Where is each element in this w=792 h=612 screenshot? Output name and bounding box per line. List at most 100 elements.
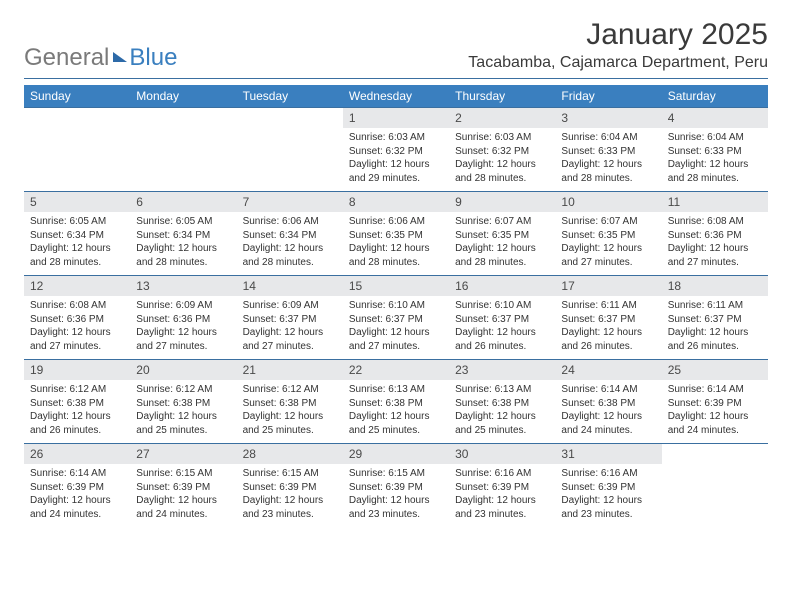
- day-number: 12: [24, 276, 130, 296]
- weekday-header: Sunday: [24, 85, 130, 108]
- weekday-header: Wednesday: [343, 85, 449, 108]
- day-number: 16: [449, 276, 555, 296]
- day-number: 27: [130, 444, 236, 464]
- calendar-day-cell: 10Sunrise: 6:07 AMSunset: 6:35 PMDayligh…: [555, 192, 661, 276]
- day-details: Sunrise: 6:08 AMSunset: 6:36 PMDaylight:…: [662, 212, 768, 275]
- day-details: Sunrise: 6:04 AMSunset: 6:33 PMDaylight:…: [555, 128, 661, 191]
- day-number: 4: [662, 108, 768, 128]
- day-details: Sunrise: 6:15 AMSunset: 6:39 PMDaylight:…: [130, 464, 236, 527]
- brand-logo: General Blue: [24, 44, 177, 72]
- day-number: 3: [555, 108, 661, 128]
- calendar-day-cell: [237, 108, 343, 192]
- day-details: Sunrise: 6:06 AMSunset: 6:35 PMDaylight:…: [343, 212, 449, 275]
- calendar-day-cell: [662, 444, 768, 528]
- calendar-day-cell: 6Sunrise: 6:05 AMSunset: 6:34 PMDaylight…: [130, 192, 236, 276]
- calendar-day-cell: 16Sunrise: 6:10 AMSunset: 6:37 PMDayligh…: [449, 276, 555, 360]
- calendar-day-cell: 15Sunrise: 6:10 AMSunset: 6:37 PMDayligh…: [343, 276, 449, 360]
- day-number: 29: [343, 444, 449, 464]
- calendar-day-cell: 21Sunrise: 6:12 AMSunset: 6:38 PMDayligh…: [237, 360, 343, 444]
- calendar-day-cell: 12Sunrise: 6:08 AMSunset: 6:36 PMDayligh…: [24, 276, 130, 360]
- day-details: Sunrise: 6:09 AMSunset: 6:37 PMDaylight:…: [237, 296, 343, 359]
- weekday-header: Saturday: [662, 85, 768, 108]
- weekday-header: Tuesday: [237, 85, 343, 108]
- calendar-week-row: 19Sunrise: 6:12 AMSunset: 6:38 PMDayligh…: [24, 360, 768, 444]
- day-number: 26: [24, 444, 130, 464]
- calendar-day-cell: 5Sunrise: 6:05 AMSunset: 6:34 PMDaylight…: [24, 192, 130, 276]
- calendar-day-cell: 1Sunrise: 6:03 AMSunset: 6:32 PMDaylight…: [343, 108, 449, 192]
- day-number: 20: [130, 360, 236, 380]
- calendar-day-cell: 2Sunrise: 6:03 AMSunset: 6:32 PMDaylight…: [449, 108, 555, 192]
- calendar-day-cell: 22Sunrise: 6:13 AMSunset: 6:38 PMDayligh…: [343, 360, 449, 444]
- calendar-day-cell: [24, 108, 130, 192]
- day-number: 17: [555, 276, 661, 296]
- day-number: 13: [130, 276, 236, 296]
- calendar-day-cell: 11Sunrise: 6:08 AMSunset: 6:36 PMDayligh…: [662, 192, 768, 276]
- weekday-header: Friday: [555, 85, 661, 108]
- calendar-day-cell: 13Sunrise: 6:09 AMSunset: 6:36 PMDayligh…: [130, 276, 236, 360]
- calendar-day-cell: 24Sunrise: 6:14 AMSunset: 6:38 PMDayligh…: [555, 360, 661, 444]
- day-number: 23: [449, 360, 555, 380]
- calendar-day-cell: 27Sunrise: 6:15 AMSunset: 6:39 PMDayligh…: [130, 444, 236, 528]
- weekday-header: Thursday: [449, 85, 555, 108]
- calendar-day-cell: [130, 108, 236, 192]
- day-details: Sunrise: 6:12 AMSunset: 6:38 PMDaylight:…: [24, 380, 130, 443]
- logo-text-1: General: [24, 44, 109, 72]
- day-details: Sunrise: 6:14 AMSunset: 6:39 PMDaylight:…: [24, 464, 130, 527]
- day-details: Sunrise: 6:15 AMSunset: 6:39 PMDaylight:…: [343, 464, 449, 527]
- calendar-day-cell: 23Sunrise: 6:13 AMSunset: 6:38 PMDayligh…: [449, 360, 555, 444]
- calendar-day-cell: 4Sunrise: 6:04 AMSunset: 6:33 PMDaylight…: [662, 108, 768, 192]
- day-details: Sunrise: 6:04 AMSunset: 6:33 PMDaylight:…: [662, 128, 768, 191]
- day-number: 1: [343, 108, 449, 128]
- day-number: 21: [237, 360, 343, 380]
- calendar-week-row: 5Sunrise: 6:05 AMSunset: 6:34 PMDaylight…: [24, 192, 768, 276]
- calendar-day-cell: 8Sunrise: 6:06 AMSunset: 6:35 PMDaylight…: [343, 192, 449, 276]
- logo-text-2: Blue: [129, 44, 177, 72]
- day-number: 25: [662, 360, 768, 380]
- day-number: 19: [24, 360, 130, 380]
- day-details: Sunrise: 6:07 AMSunset: 6:35 PMDaylight:…: [555, 212, 661, 275]
- day-number: 22: [343, 360, 449, 380]
- day-details: Sunrise: 6:10 AMSunset: 6:37 PMDaylight:…: [343, 296, 449, 359]
- day-details: Sunrise: 6:10 AMSunset: 6:37 PMDaylight:…: [449, 296, 555, 359]
- day-details: Sunrise: 6:16 AMSunset: 6:39 PMDaylight:…: [449, 464, 555, 527]
- calendar-week-row: 26Sunrise: 6:14 AMSunset: 6:39 PMDayligh…: [24, 444, 768, 528]
- day-details: Sunrise: 6:11 AMSunset: 6:37 PMDaylight:…: [555, 296, 661, 359]
- calendar-day-cell: 14Sunrise: 6:09 AMSunset: 6:37 PMDayligh…: [237, 276, 343, 360]
- day-details: Sunrise: 6:05 AMSunset: 6:34 PMDaylight:…: [24, 212, 130, 275]
- day-number: 14: [237, 276, 343, 296]
- day-details: Sunrise: 6:16 AMSunset: 6:39 PMDaylight:…: [555, 464, 661, 527]
- calendar-body: 1Sunrise: 6:03 AMSunset: 6:32 PMDaylight…: [24, 108, 768, 528]
- calendar-day-cell: 29Sunrise: 6:15 AMSunset: 6:39 PMDayligh…: [343, 444, 449, 528]
- day-details: Sunrise: 6:12 AMSunset: 6:38 PMDaylight:…: [237, 380, 343, 443]
- day-details: Sunrise: 6:14 AMSunset: 6:38 PMDaylight:…: [555, 380, 661, 443]
- day-number: 24: [555, 360, 661, 380]
- day-details: Sunrise: 6:03 AMSunset: 6:32 PMDaylight:…: [449, 128, 555, 191]
- day-number: 18: [662, 276, 768, 296]
- calendar-day-cell: 30Sunrise: 6:16 AMSunset: 6:39 PMDayligh…: [449, 444, 555, 528]
- header-divider: [24, 78, 768, 79]
- calendar-day-cell: 7Sunrise: 6:06 AMSunset: 6:34 PMDaylight…: [237, 192, 343, 276]
- day-number: 2: [449, 108, 555, 128]
- calendar-day-cell: 20Sunrise: 6:12 AMSunset: 6:38 PMDayligh…: [130, 360, 236, 444]
- page-title: January 2025: [468, 18, 768, 52]
- triangle-icon: [113, 52, 127, 62]
- day-details: Sunrise: 6:09 AMSunset: 6:36 PMDaylight:…: [130, 296, 236, 359]
- day-details: Sunrise: 6:06 AMSunset: 6:34 PMDaylight:…: [237, 212, 343, 275]
- day-number: 8: [343, 192, 449, 212]
- calendar-day-cell: 19Sunrise: 6:12 AMSunset: 6:38 PMDayligh…: [24, 360, 130, 444]
- calendar-day-cell: 26Sunrise: 6:14 AMSunset: 6:39 PMDayligh…: [24, 444, 130, 528]
- calendar-day-cell: 25Sunrise: 6:14 AMSunset: 6:39 PMDayligh…: [662, 360, 768, 444]
- day-details: Sunrise: 6:08 AMSunset: 6:36 PMDaylight:…: [24, 296, 130, 359]
- day-details: Sunrise: 6:07 AMSunset: 6:35 PMDaylight:…: [449, 212, 555, 275]
- calendar-week-row: 1Sunrise: 6:03 AMSunset: 6:32 PMDaylight…: [24, 108, 768, 192]
- calendar-day-cell: 9Sunrise: 6:07 AMSunset: 6:35 PMDaylight…: [449, 192, 555, 276]
- calendar-day-cell: 31Sunrise: 6:16 AMSunset: 6:39 PMDayligh…: [555, 444, 661, 528]
- day-details: Sunrise: 6:11 AMSunset: 6:37 PMDaylight:…: [662, 296, 768, 359]
- day-number: 10: [555, 192, 661, 212]
- day-number: 11: [662, 192, 768, 212]
- day-number: 31: [555, 444, 661, 464]
- day-number: 28: [237, 444, 343, 464]
- day-details: Sunrise: 6:12 AMSunset: 6:38 PMDaylight:…: [130, 380, 236, 443]
- day-details: Sunrise: 6:05 AMSunset: 6:34 PMDaylight:…: [130, 212, 236, 275]
- calendar-week-row: 12Sunrise: 6:08 AMSunset: 6:36 PMDayligh…: [24, 276, 768, 360]
